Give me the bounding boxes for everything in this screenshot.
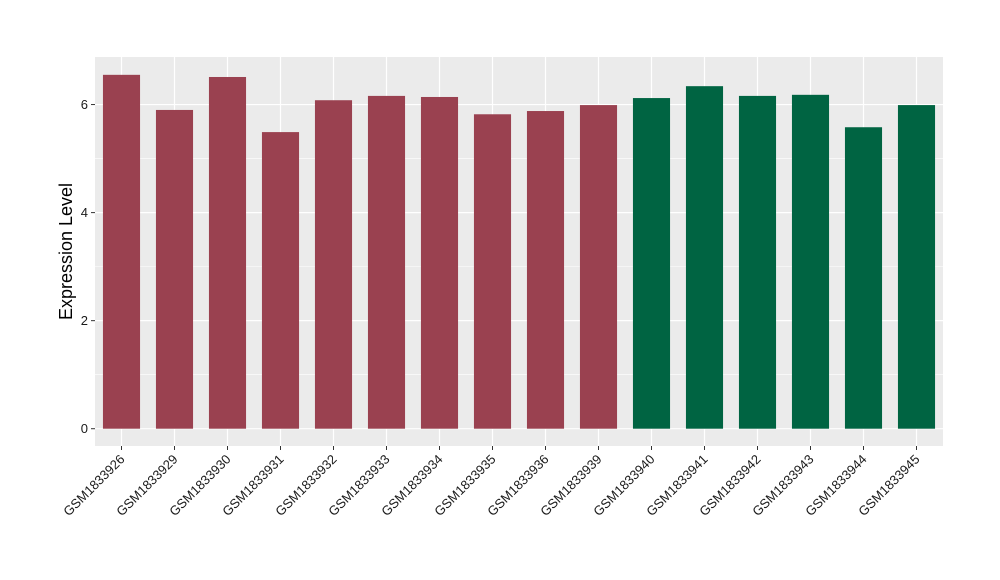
bars [102,74,936,429]
bar-GSM1833942 [738,95,777,429]
bar-GSM1833935 [473,114,512,429]
y-tick-label: 0 [81,421,88,436]
y-tick-label: 6 [81,97,88,112]
bar-GSM1833936 [526,111,565,429]
bar-GSM1833930 [208,76,247,429]
bar-GSM1833933 [367,95,406,429]
y-tick-label: 2 [81,313,88,328]
y-axis-title: Expression Level [56,183,76,320]
bar-GSM1833932 [314,100,353,429]
bar-GSM1833943 [791,94,830,429]
y-tick-label: 4 [81,205,88,220]
bar-GSM1833939 [579,105,618,429]
bar-GSM1833931 [261,132,300,429]
bar-GSM1833940 [632,98,671,429]
y-axis: 0 2 4 6 [81,97,95,436]
bar-GSM1833941 [685,86,724,429]
bar-GSM1833944 [844,127,883,429]
bar-GSM1833934 [420,96,459,429]
bar-GSM1833926 [102,74,141,429]
x-axis: GSM1833926GSM1833929GSM1833930GSM1833931… [60,446,923,519]
bar-GSM1833945 [897,105,936,429]
bar-GSM1833929 [155,109,194,429]
